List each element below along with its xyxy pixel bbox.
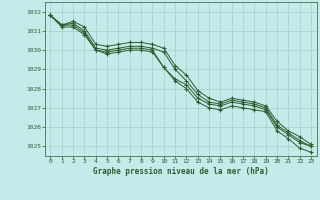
X-axis label: Graphe pression niveau de la mer (hPa): Graphe pression niveau de la mer (hPa) [93, 167, 269, 176]
